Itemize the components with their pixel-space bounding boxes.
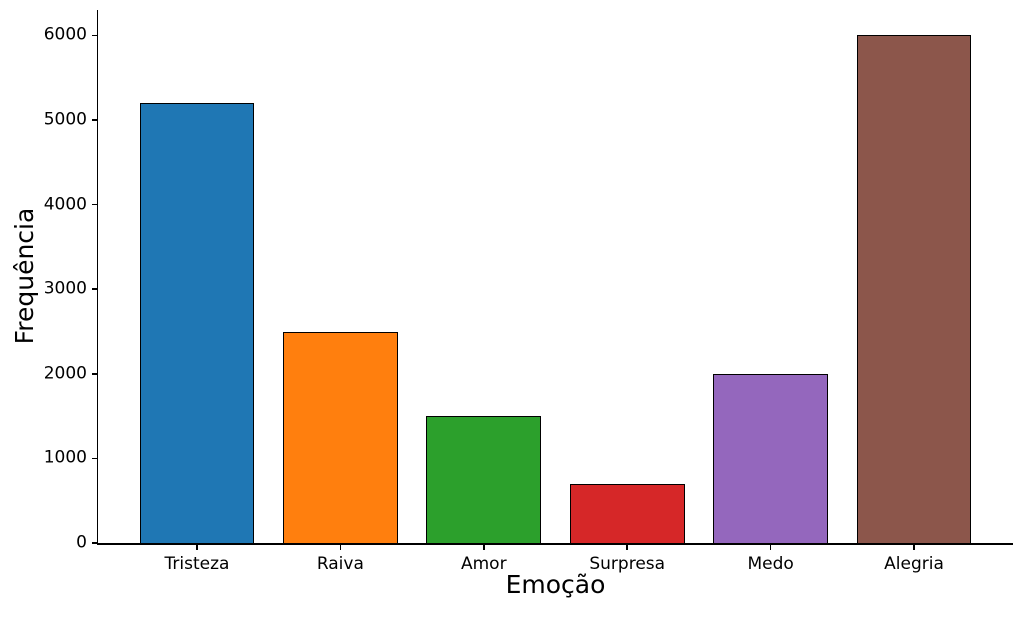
x-tick-mark xyxy=(483,544,485,550)
x-tick-label-tristeza: Tristeza xyxy=(164,554,230,574)
x-tick-mark xyxy=(339,544,342,550)
y-axis-spine xyxy=(96,10,98,545)
y-tick-label-5000: 5000 xyxy=(43,109,87,130)
y-tick-mark xyxy=(91,203,97,206)
y-tick-mark xyxy=(91,457,97,460)
y-tick-label-0: 0 xyxy=(76,532,87,553)
x-tick-label-raiva: Raiva xyxy=(316,554,364,574)
plot-area: Tristeza Raiva Amor Surpresa Medo Alegria 0 100… xyxy=(44,10,1013,574)
bar-surpresa xyxy=(569,483,685,543)
x-tick-label-amor: Amor xyxy=(460,554,507,574)
y-tick-label-3000: 3000 xyxy=(43,278,87,299)
y-tick-label-4000: 4000 xyxy=(43,194,87,215)
bar-medo xyxy=(713,373,828,543)
y-tick-mark xyxy=(91,542,97,544)
y-tick-label-2000: 2000 xyxy=(43,363,87,384)
y-axis-label: Frequência xyxy=(10,207,39,345)
y-tick-mark xyxy=(91,119,97,121)
y-tick-label-1000: 1000 xyxy=(43,447,87,468)
bar-amor xyxy=(426,416,542,543)
x-tick-mark xyxy=(769,544,772,550)
x-tick-label-alegria: Alegria xyxy=(884,554,944,574)
y-tick-label-6000: 6000 xyxy=(43,24,87,45)
x-axis-label: Emoção xyxy=(505,570,606,599)
x-tick-label-medo: Medo xyxy=(747,554,794,574)
x-tick-mark xyxy=(913,544,915,550)
x-tick-label-surpresa: Surpresa xyxy=(589,554,666,574)
y-tick-mark xyxy=(91,288,97,290)
bar-raiva xyxy=(283,331,398,543)
x-tick-mark xyxy=(626,544,628,550)
bar-alegria xyxy=(856,35,972,543)
x-tick-mark xyxy=(196,544,198,550)
y-tick-mark xyxy=(91,34,97,37)
bar-tristeza xyxy=(139,103,255,543)
y-tick-mark xyxy=(91,373,97,375)
x-axis-spine xyxy=(96,543,1013,545)
